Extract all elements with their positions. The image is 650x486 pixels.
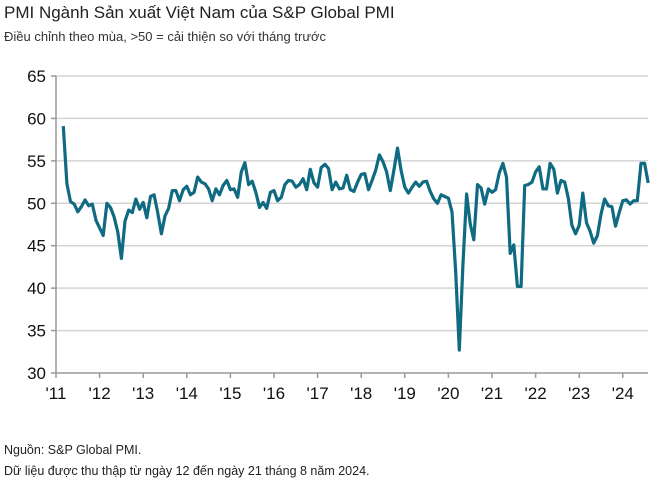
x-tick-label: '23: [568, 384, 590, 403]
data-collection-note: Dữ liệu được thu thập từ ngày 12 đến ngà…: [4, 464, 370, 478]
x-tick-label: '22: [525, 384, 547, 403]
chart-subtitle: Điều chỉnh theo mùa, >50 = cải thiện so …: [4, 29, 327, 44]
pmi-series-line: [61, 126, 650, 352]
y-tick-label: 55: [27, 152, 46, 171]
x-tick-label: '14: [176, 384, 198, 403]
x-tick-label: '20: [437, 384, 459, 403]
y-tick-label: 30: [27, 364, 46, 383]
x-tick-label: '21: [481, 384, 503, 403]
y-tick-label: 65: [27, 67, 46, 86]
y-tick-label: 50: [27, 194, 46, 213]
x-tick-label: '18: [350, 384, 372, 403]
chart-title: PMI Ngành Sản xuất Việt Nam của S&P Glob…: [4, 3, 395, 22]
y-tick-label: 35: [27, 322, 46, 341]
x-tick-label: '11: [46, 384, 67, 403]
x-tick-label: '17: [307, 384, 329, 403]
x-tick-label: '12: [89, 384, 111, 403]
x-tick-label: '24: [612, 384, 634, 403]
y-tick-label: 60: [27, 109, 46, 128]
y-tick-label: 40: [27, 279, 46, 298]
source-note: Nguồn: S&P Global PMI.: [4, 443, 142, 457]
x-tick-label: '16: [263, 384, 285, 403]
y-tick-label: 45: [27, 237, 46, 256]
x-tick-label: '15: [219, 384, 241, 403]
x-tick-label: '19: [394, 384, 416, 403]
x-tick-label: '13: [132, 384, 154, 403]
